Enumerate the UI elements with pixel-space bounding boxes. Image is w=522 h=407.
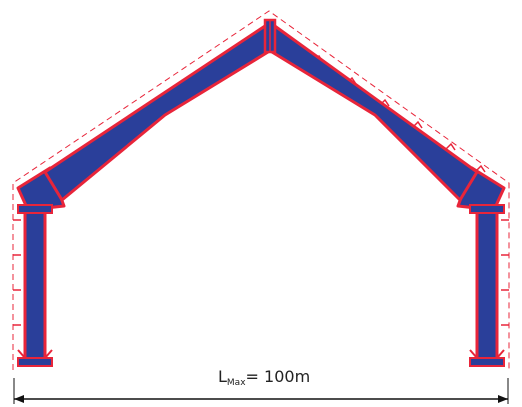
- right-column: [469, 208, 505, 367]
- dimension-arrow-right-icon: [498, 395, 508, 403]
- ridge-connection: [263, 18, 277, 54]
- right-rafter: [270, 22, 479, 202]
- left-column: [17, 208, 53, 367]
- span-label: LMax= 100m: [218, 367, 310, 388]
- right-base-plate: [469, 357, 505, 367]
- left-base-plate: [17, 357, 53, 367]
- span-dimension: [13, 378, 509, 404]
- dimension-arrow-left-icon: [14, 395, 24, 403]
- span-label-value: = 100m: [246, 367, 311, 386]
- cladding-dashed-outline: [12, 10, 510, 370]
- wall-girts: [13, 219, 509, 326]
- span-label-main: L: [218, 367, 227, 386]
- span-label-subscript: Max: [227, 378, 246, 388]
- left-rafter: [43, 22, 270, 202]
